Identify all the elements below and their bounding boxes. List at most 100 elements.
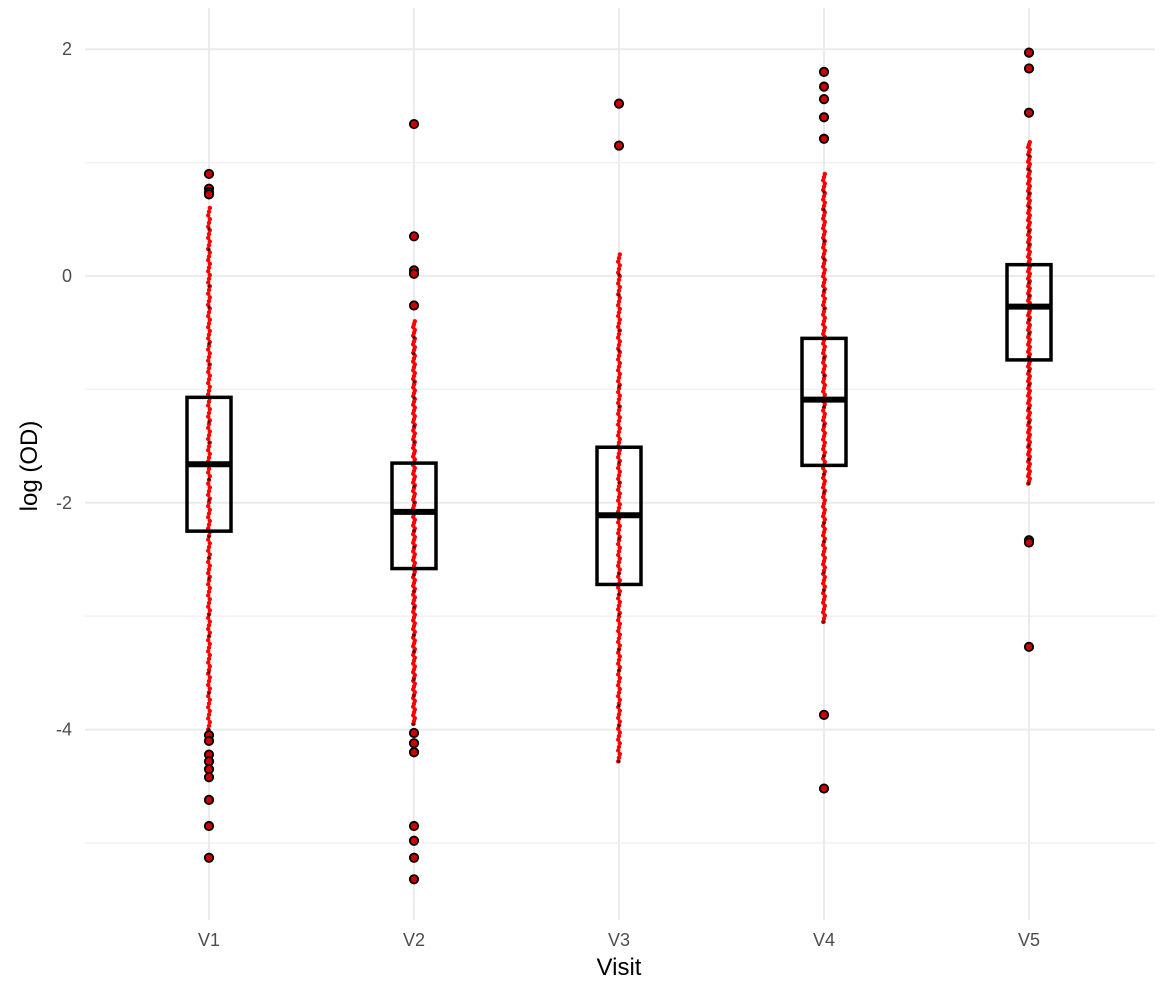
jitter-point	[207, 708, 212, 714]
jitter-point	[617, 404, 621, 409]
jitter-point	[206, 701, 212, 706]
jitter-point	[206, 280, 211, 285]
jitter-point	[206, 231, 212, 237]
jitter-point	[207, 239, 212, 244]
jitter-point	[207, 534, 211, 539]
outlier-point	[408, 118, 420, 130]
jitter-point	[617, 469, 622, 474]
x-tick-label: V5	[1018, 930, 1040, 950]
jitter-point	[206, 369, 211, 375]
jitter-points	[206, 139, 1033, 764]
jitter-point	[207, 227, 211, 231]
jitter-point	[1027, 406, 1031, 411]
jitter-point	[206, 287, 212, 293]
jitter-point	[1027, 355, 1031, 359]
outlier-point	[613, 140, 625, 151]
jitter-point	[822, 306, 826, 310]
jitter-point	[207, 477, 211, 481]
jitter-point	[616, 288, 622, 293]
jitter-point	[206, 678, 212, 684]
jitter-point	[206, 209, 212, 214]
jitter-point	[822, 588, 826, 593]
jitter-point	[617, 306, 622, 311]
jitter-point	[617, 426, 622, 431]
x-tick-label: V3	[608, 930, 630, 950]
jitter-point	[616, 726, 621, 731]
y-tick-label: -2	[56, 493, 72, 513]
jitter-point	[412, 319, 417, 324]
jitter-point	[207, 328, 212, 334]
jitter-point	[207, 641, 212, 647]
jitter-point	[206, 298, 212, 304]
jitter-point	[617, 719, 622, 724]
y-tick-label: 0	[62, 266, 72, 286]
jitter-point	[206, 269, 211, 274]
jitter-point	[1027, 318, 1031, 322]
jitter-point	[412, 649, 416, 654]
jitter-point	[207, 261, 212, 267]
jitter-point	[617, 697, 622, 703]
jitter-point	[616, 527, 622, 532]
jitter-point	[616, 596, 621, 601]
jitter-point	[617, 724, 621, 728]
jitter-point	[616, 375, 622, 380]
jitter-point	[616, 712, 622, 717]
jitter-point	[412, 380, 416, 384]
jitter-point	[412, 573, 416, 577]
jitter-point	[616, 418, 622, 424]
jitter-point	[616, 693, 621, 699]
jitter-point	[206, 589, 212, 594]
jitter-point	[207, 555, 211, 560]
jitter-point	[206, 254, 212, 259]
jitter-point	[616, 639, 621, 645]
jitter-point	[822, 521, 826, 525]
jitter-point	[206, 712, 212, 717]
jitter-point	[616, 299, 622, 304]
jitter-point	[206, 377, 212, 382]
jitter-point	[207, 429, 212, 434]
jitter-point	[822, 239, 826, 243]
jitter-point	[207, 608, 212, 613]
y-tick-label: 2	[62, 39, 72, 59]
jitter-point	[616, 335, 621, 340]
outlier-point	[818, 93, 830, 105]
jitter-point	[1027, 294, 1031, 298]
jitter-point	[1027, 481, 1031, 486]
jitter-point	[206, 466, 212, 471]
jitter-point	[616, 378, 621, 384]
jitter-point	[412, 633, 416, 637]
jitter-point	[206, 410, 212, 416]
jitter-point	[616, 302, 621, 308]
jitter-point	[617, 612, 621, 616]
jitter-point	[206, 693, 211, 699]
jitter-point	[1027, 229, 1031, 233]
outlier-point	[1023, 47, 1035, 58]
jitter-point	[617, 491, 622, 496]
jitter-point	[617, 599, 622, 605]
jitter-point	[206, 332, 212, 337]
jitter-point	[617, 523, 622, 529]
jitter-point	[206, 243, 212, 248]
jitter-point	[207, 518, 212, 524]
box-V5	[1005, 262, 1053, 362]
jitter-point	[616, 715, 621, 721]
jitter-point	[207, 373, 212, 378]
jitter-point	[206, 347, 211, 352]
jitter-point	[617, 460, 621, 464]
jitter-point	[206, 321, 212, 326]
jitter-point	[822, 620, 826, 624]
jitter-point	[206, 380, 211, 386]
jitter-point	[206, 336, 211, 341]
jitter-point	[412, 440, 416, 444]
jitter-point	[207, 719, 212, 725]
jitter-point	[412, 694, 416, 698]
outlier-point	[1023, 641, 1035, 652]
jitter-point	[616, 498, 621, 503]
jitter-point	[206, 388, 212, 393]
outlier-point	[818, 709, 830, 720]
jitter-point	[616, 324, 621, 330]
outlier-point	[408, 747, 420, 758]
jitter-point	[206, 324, 211, 330]
jitter-point	[617, 556, 622, 561]
jitter-point	[616, 473, 622, 478]
